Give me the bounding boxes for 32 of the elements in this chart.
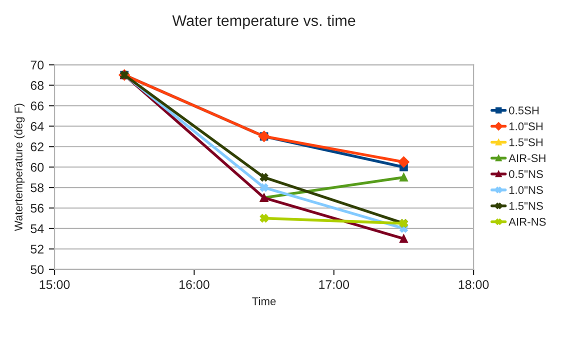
- legend-label: 0.5SH: [509, 106, 539, 114]
- y-tick-label: 62: [30, 142, 44, 152]
- point: [260, 173, 268, 182]
- chart-title: Water temperature vs. time: [172, 14, 356, 30]
- y-tick-label: 64: [30, 122, 44, 131]
- y-tick-label: 50: [30, 265, 44, 274]
- legend-label: 1.5"NS: [509, 202, 543, 210]
- point: [400, 173, 408, 182]
- y-tick-label: 58: [30, 183, 44, 192]
- y-tick-label: 60: [30, 162, 44, 172]
- x-tick-label: 16:00: [180, 280, 210, 289]
- y-tick-label: 66: [30, 102, 44, 110]
- y-axis-title: Watertemperature (deg F): [14, 104, 25, 232]
- point: [260, 183, 268, 192]
- x-tick-label: 18:00: [458, 280, 489, 289]
- legend-label: AIR-SH: [508, 154, 546, 162]
- x-tick-label: 15:00: [40, 280, 70, 289]
- legend-label: 0.5"NS: [509, 170, 543, 178]
- legend-label: 1.5"SH: [509, 138, 543, 146]
- legend-label: 1.0"NS: [509, 186, 543, 194]
- x-tick-label: 17:00: [319, 280, 350, 289]
- legend-label: AIR-NS: [508, 218, 546, 226]
- point: [398, 156, 410, 168]
- legend-label: 1.0"SH: [509, 122, 543, 130]
- y-tick-label: 70: [30, 60, 44, 70]
- y-tick-label: 52: [30, 244, 44, 254]
- y-tick-label: 56: [30, 204, 44, 213]
- y-tick-label: 54: [30, 224, 44, 234]
- x-axis-title: Time: [252, 297, 276, 306]
- y-tick-label: 68: [30, 81, 44, 90]
- point: [260, 214, 268, 222]
- point: [400, 234, 408, 243]
